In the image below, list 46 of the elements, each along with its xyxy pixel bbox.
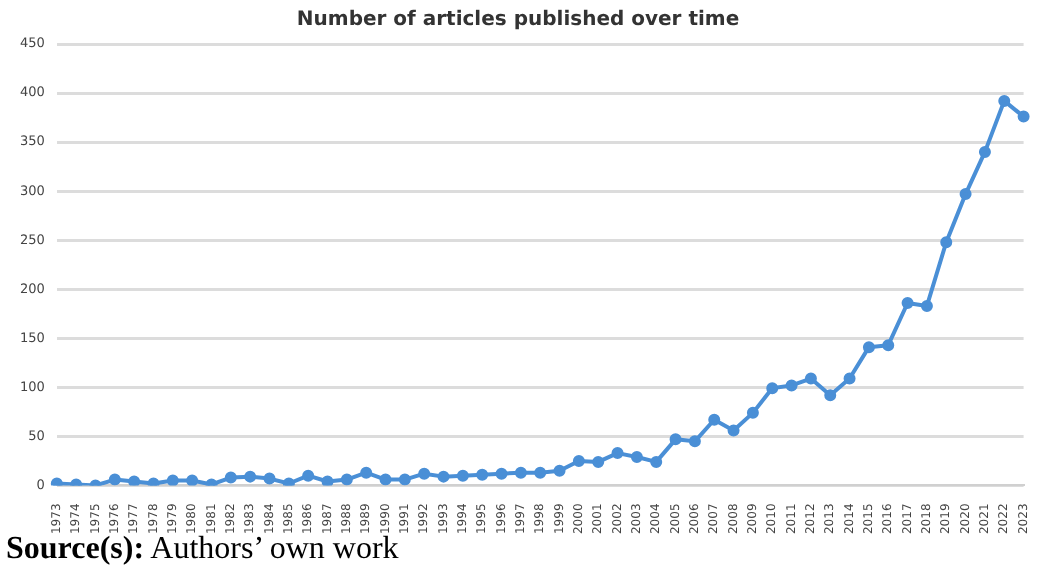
point xyxy=(940,236,953,249)
point xyxy=(727,424,740,437)
point xyxy=(128,475,141,486)
point xyxy=(611,447,624,460)
point xyxy=(495,467,508,480)
point xyxy=(862,341,875,354)
point xyxy=(263,472,276,485)
point xyxy=(630,451,643,464)
point xyxy=(592,455,605,468)
point xyxy=(1017,110,1030,123)
point xyxy=(224,471,237,484)
point xyxy=(901,296,914,309)
point xyxy=(824,389,837,402)
point xyxy=(553,464,566,477)
point xyxy=(360,466,373,479)
point xyxy=(340,473,353,486)
point xyxy=(534,466,547,479)
point xyxy=(959,188,972,201)
point xyxy=(321,475,334,486)
point xyxy=(379,473,392,486)
point xyxy=(669,433,682,446)
point xyxy=(650,455,663,468)
point xyxy=(746,406,759,419)
point xyxy=(108,473,121,486)
point xyxy=(418,467,431,480)
point xyxy=(688,435,701,448)
point xyxy=(708,413,721,426)
point xyxy=(186,474,199,486)
point xyxy=(882,339,895,352)
point xyxy=(920,299,933,312)
point xyxy=(766,382,779,395)
point xyxy=(166,474,179,486)
point xyxy=(998,94,1011,107)
point xyxy=(398,473,411,486)
chart-title: Number of articles published over time xyxy=(296,9,740,32)
point xyxy=(804,372,817,385)
point xyxy=(514,466,527,479)
point xyxy=(978,145,991,158)
point xyxy=(456,469,469,482)
point xyxy=(843,372,856,385)
point xyxy=(437,470,450,483)
point xyxy=(244,470,257,483)
point xyxy=(302,469,315,482)
point xyxy=(476,468,489,481)
point xyxy=(572,454,585,467)
point xyxy=(785,379,798,392)
